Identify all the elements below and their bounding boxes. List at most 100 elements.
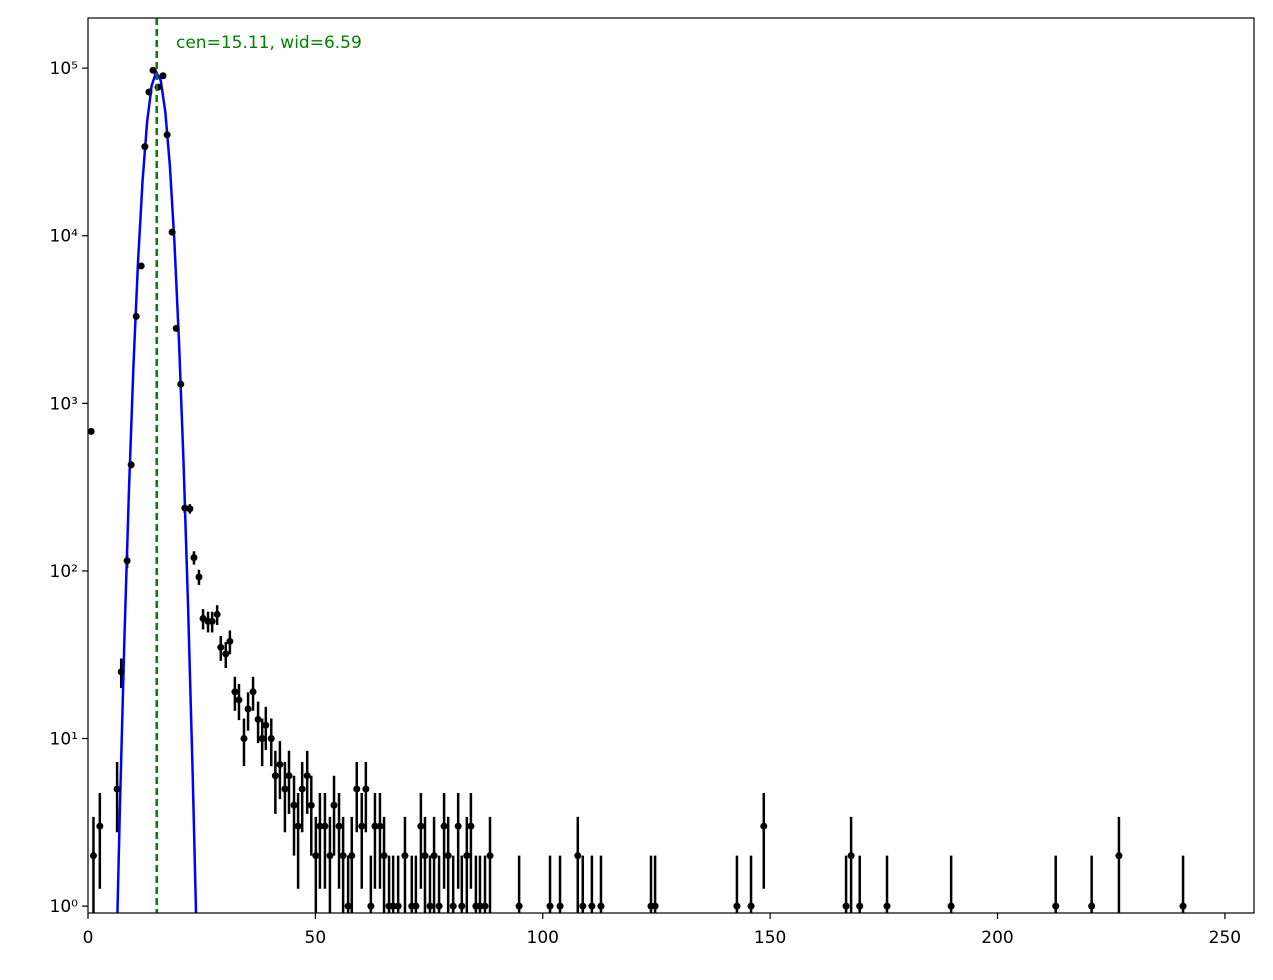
data-point bbox=[281, 785, 289, 793]
data-point bbox=[213, 610, 221, 618]
data-point bbox=[367, 902, 375, 910]
y-tick-label: 10¹ bbox=[50, 730, 78, 750]
data-point bbox=[312, 852, 320, 860]
data-point bbox=[1088, 902, 1096, 910]
x-tick-label: 250 bbox=[1209, 928, 1241, 948]
data-point bbox=[321, 822, 329, 830]
data-point bbox=[117, 668, 125, 676]
data-point bbox=[326, 852, 334, 860]
data-point bbox=[159, 72, 167, 80]
data-point bbox=[454, 822, 462, 830]
x-tick-label: 200 bbox=[981, 928, 1013, 948]
data-point bbox=[1115, 852, 1123, 860]
data-point bbox=[362, 785, 370, 793]
data-point bbox=[1179, 902, 1187, 910]
data-point bbox=[348, 852, 356, 860]
data-point bbox=[883, 902, 891, 910]
x-tick-label: 150 bbox=[754, 928, 786, 948]
data-point bbox=[394, 902, 402, 910]
data-point bbox=[546, 902, 554, 910]
data-point bbox=[290, 801, 298, 809]
data-point bbox=[481, 902, 489, 910]
data-point bbox=[271, 772, 279, 780]
data-point bbox=[335, 822, 343, 830]
data-point bbox=[435, 902, 443, 910]
x-tick-label: 50 bbox=[305, 928, 327, 948]
data-point bbox=[141, 143, 149, 151]
fit-line bbox=[116, 68, 198, 913]
data-point bbox=[137, 262, 145, 270]
data-point bbox=[226, 637, 234, 645]
data-point bbox=[217, 643, 225, 651]
data-point bbox=[96, 822, 104, 830]
data-point bbox=[294, 822, 302, 830]
data-point bbox=[579, 902, 587, 910]
data-point bbox=[177, 380, 185, 388]
data-point bbox=[222, 650, 230, 658]
data-point bbox=[597, 902, 605, 910]
data-point bbox=[486, 852, 494, 860]
data-point bbox=[440, 822, 448, 830]
data-point bbox=[389, 902, 397, 910]
data-point bbox=[244, 705, 252, 713]
data-point bbox=[267, 735, 275, 743]
data-point bbox=[163, 131, 171, 139]
data-point bbox=[733, 902, 741, 910]
data-point bbox=[947, 902, 955, 910]
data-point bbox=[421, 852, 429, 860]
data-point bbox=[208, 617, 216, 625]
data-point bbox=[371, 822, 379, 830]
data-point bbox=[515, 902, 523, 910]
data-point bbox=[426, 902, 434, 910]
y-tick-label: 10⁰ bbox=[50, 897, 79, 917]
data-point bbox=[307, 801, 315, 809]
x-tick-label: 0 bbox=[83, 928, 94, 948]
data-point bbox=[339, 852, 347, 860]
y-tick-label: 10⁴ bbox=[50, 227, 79, 247]
data-point bbox=[172, 324, 180, 332]
data-point bbox=[298, 785, 306, 793]
data-point bbox=[254, 715, 262, 723]
data-point bbox=[316, 822, 324, 830]
data-point bbox=[89, 852, 97, 860]
data-point bbox=[231, 688, 239, 696]
data-point bbox=[1052, 902, 1060, 910]
data-point bbox=[344, 902, 352, 910]
data-point bbox=[249, 688, 257, 696]
data-point bbox=[856, 902, 864, 910]
data-point bbox=[132, 312, 140, 320]
data-point bbox=[380, 852, 388, 860]
y-tick-label: 10² bbox=[50, 562, 78, 582]
x-tick-label: 100 bbox=[527, 928, 559, 948]
data-point bbox=[842, 902, 850, 910]
data-point bbox=[123, 557, 131, 565]
data-point bbox=[430, 852, 438, 860]
data-point bbox=[145, 88, 153, 96]
data-point bbox=[88, 427, 95, 435]
data-point bbox=[412, 902, 420, 910]
data-point bbox=[376, 822, 384, 830]
data-point bbox=[186, 505, 194, 513]
data-point bbox=[235, 696, 243, 704]
data-point bbox=[847, 852, 855, 860]
data-point bbox=[760, 822, 768, 830]
data-point bbox=[556, 902, 564, 910]
data-point bbox=[353, 785, 361, 793]
y-tick-label: 10⁵ bbox=[50, 59, 78, 79]
data-point bbox=[651, 902, 659, 910]
data-point bbox=[195, 573, 203, 581]
axes-frame bbox=[87, 17, 1255, 914]
data-point bbox=[476, 902, 484, 910]
data-point bbox=[467, 822, 475, 830]
data-point bbox=[168, 228, 176, 236]
data-point bbox=[190, 554, 198, 562]
data-point bbox=[258, 735, 266, 743]
data-point bbox=[358, 822, 366, 830]
data-point bbox=[747, 902, 755, 910]
data-point bbox=[330, 801, 338, 809]
data-point bbox=[276, 760, 284, 768]
data-point bbox=[127, 461, 135, 469]
y-tick-label: 10³ bbox=[50, 394, 78, 414]
